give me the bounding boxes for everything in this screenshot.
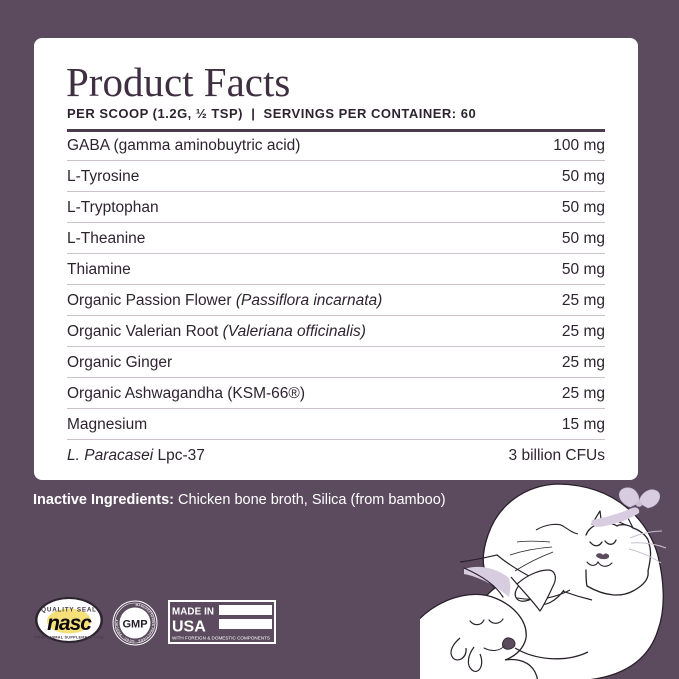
svg-text:nasc: nasc <box>47 612 92 635</box>
svg-text:WITH FOREIGN & DOMESTIC COMPON: WITH FOREIGN & DOMESTIC COMPONENTS <box>172 636 270 641</box>
svg-text:NATIONAL ANIMAL SUPPLEMENT COU: NATIONAL ANIMAL SUPPLEMENT COUNCIL <box>34 635 104 640</box>
svg-text:USA: USA <box>172 619 206 636</box>
svg-text:GMP: GMP <box>122 618 147 630</box>
svg-text:MADE IN: MADE IN <box>172 607 214 618</box>
